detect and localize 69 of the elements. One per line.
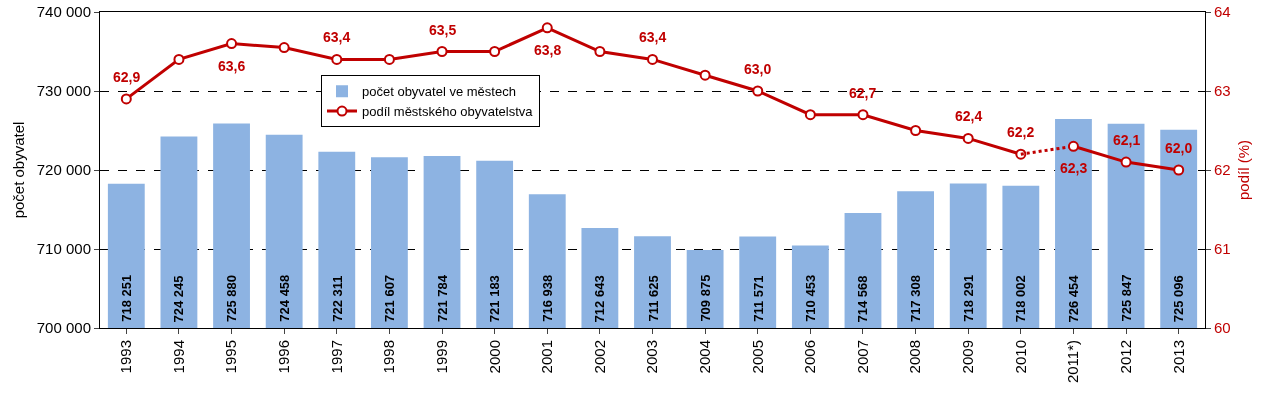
- data-label: 63,5: [429, 22, 457, 38]
- x-tick-label: 2007: [853, 340, 871, 374]
- data-label: 724 245: [171, 275, 187, 323]
- data-label: 725 880: [224, 275, 240, 323]
- data-label: 62,4: [955, 108, 983, 124]
- legend-label: počet obyvatel ve městech: [362, 84, 516, 100]
- x-tick-label: 2012: [1116, 340, 1134, 374]
- x-tick-label: 2005: [748, 340, 766, 374]
- data-label: 724 458: [276, 274, 292, 322]
- x-tick-label: 2006: [801, 340, 819, 374]
- x-tick-label: 2002: [590, 340, 608, 374]
- x-tick-label: 2004: [695, 340, 713, 374]
- x-tick-label: 2003: [643, 340, 661, 374]
- data-label: 716 938: [539, 274, 555, 322]
- data-label: 63,4: [639, 29, 667, 45]
- y2-tick-label: 60: [1214, 319, 1231, 337]
- data-label: 711 571: [750, 275, 766, 322]
- data-label: 721 784: [435, 274, 451, 323]
- data-label: 63,8: [534, 42, 562, 58]
- data-label: 710 453: [802, 274, 818, 322]
- data-label: 62,7: [849, 85, 877, 101]
- x-tick-label: 1995: [222, 340, 240, 374]
- x-tick-label: 2000: [485, 340, 503, 374]
- data-label: 725 847: [1118, 274, 1134, 322]
- data-label: 722 311: [329, 275, 345, 322]
- data-label: 62,9: [113, 69, 141, 85]
- y-tick-label: 700 000: [36, 319, 91, 337]
- data-label: 63,4: [323, 29, 351, 45]
- data-label: 718 002: [1013, 275, 1029, 323]
- y2-tick-label: 64: [1214, 3, 1231, 21]
- x-tick-label: 1998: [380, 340, 398, 374]
- y-tick-label: 730 000: [36, 82, 91, 100]
- data-label: 725 096: [1171, 275, 1187, 323]
- data-label: 717 308: [908, 275, 924, 323]
- data-label: 62,0: [1165, 140, 1193, 156]
- x-tick-label: 2009: [959, 340, 977, 374]
- x-tick-label: 1997: [327, 340, 345, 374]
- y-axis-title: počet obyvatel: [10, 121, 28, 219]
- x-tick-label: 2001: [538, 340, 556, 374]
- legend-label: podíl městského obyvatelstva: [362, 104, 534, 120]
- x-tick-label: 1994: [169, 340, 187, 374]
- data-label: 63,0: [744, 61, 772, 77]
- data-label: 712 643: [592, 275, 608, 323]
- data-label: 726 454: [1066, 274, 1082, 323]
- data-label: 714 568: [855, 275, 871, 323]
- data-label: 63,6: [218, 58, 246, 74]
- data-label: 709 875: [697, 274, 713, 322]
- y2-tick-label: 61: [1214, 240, 1231, 258]
- x-tick-label: 2011*): [1064, 340, 1082, 384]
- y-tick-label: 710 000: [36, 240, 91, 258]
- x-tick-label: 2010: [1011, 340, 1029, 374]
- y-tick-label: 720 000: [36, 161, 91, 179]
- x-tick-label: 1996: [275, 340, 293, 374]
- x-tick-label: 1999: [432, 340, 450, 374]
- data-label: 62,1: [1113, 132, 1141, 148]
- x-tick-label: 1993: [117, 340, 135, 374]
- data-label: 721 607: [381, 274, 397, 322]
- data-label: 721 183: [487, 275, 503, 323]
- y2-tick-label: 63: [1214, 82, 1231, 100]
- data-label: 718 251: [118, 274, 134, 322]
- data-label: 718 291: [960, 274, 976, 322]
- x-tick-label: 2013: [1169, 340, 1187, 374]
- y-tick-label: 740 000: [36, 3, 91, 21]
- data-label: 711 625: [645, 275, 661, 322]
- y2-tick-label: 62: [1214, 161, 1231, 179]
- y2-axis-title: podíl (%): [1234, 139, 1252, 201]
- data-label: 62,2: [1007, 124, 1035, 140]
- x-tick-label: 2008: [906, 340, 924, 374]
- data-label: 62,3: [1060, 160, 1088, 176]
